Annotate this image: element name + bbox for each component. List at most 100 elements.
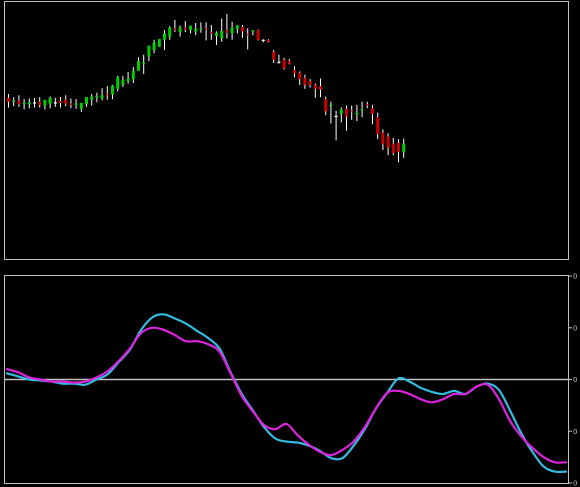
y-tick-label: 0 [573,324,577,332]
candle [251,30,255,36]
candle [85,97,88,107]
candle-body [345,108,348,117]
candle [105,86,109,100]
candle-body [95,95,99,98]
candle-body [355,112,359,115]
candle-body [33,102,36,104]
candle [189,25,192,34]
candle-body [313,84,317,89]
y-tick-label: 0 [573,480,577,487]
candle-body [339,109,343,114]
candle-body [371,108,374,114]
candle [308,79,312,88]
candle-body [121,79,125,85]
candle-body [152,42,156,51]
candle [267,39,270,43]
candle-body [90,96,94,100]
candle [199,22,203,33]
candle-body [111,85,114,95]
candle [59,97,62,108]
candle-body [178,27,182,33]
candle-body [365,104,369,106]
candle-body [267,39,270,42]
candle [256,29,260,41]
candle-body [69,103,73,105]
candle-body [246,33,250,36]
candle [360,101,364,118]
candle-body [105,93,109,96]
candle-body [85,97,88,105]
candle [345,105,348,131]
candle-body [64,99,68,104]
candle [33,97,36,108]
candle [209,24,213,40]
candle [74,99,78,109]
candle-body [79,102,83,109]
candle [381,129,385,151]
candle-body [230,27,234,34]
candle [246,28,250,50]
candle-body [74,103,78,105]
candle [157,39,161,47]
candle-body [334,115,338,118]
candle-body [272,52,276,60]
oscillator-pane[interactable]: 0 0 0 0 0 [4,273,578,487]
candle-body [277,61,281,63]
oscillator-lines [5,313,568,474]
candle [241,24,244,38]
candle [339,107,343,123]
candle-body [168,27,172,37]
candle-body [324,99,328,112]
candle [168,26,172,40]
candle [152,39,156,54]
candle [183,21,187,33]
candle [163,30,166,51]
candle-body [319,86,322,90]
candle [287,59,291,65]
candle [324,96,328,116]
candle [402,138,406,158]
candle [230,21,234,40]
oscillator-y-axis: 0 0 0 0 0 [568,273,577,487]
candle-body [287,61,291,64]
candle-body [225,30,229,33]
candle-body [329,104,333,107]
candle [95,92,99,103]
candle-body [376,117,380,134]
candle [116,75,120,92]
candle-body [12,100,16,102]
candle-body [137,61,140,71]
candle-body [256,30,260,40]
candle-body [38,101,42,105]
price-chart-pane[interactable] [4,1,569,260]
candle-body [43,99,47,106]
candle-body [163,33,166,40]
candle-body [308,81,312,85]
candle [178,25,182,37]
candle-body [199,28,203,30]
candle [100,88,104,101]
candle [48,96,52,109]
candle [137,57,140,71]
candle [261,39,265,43]
candle-body [298,72,302,80]
candle [126,72,130,84]
candle-body [215,32,218,36]
candle [355,104,359,122]
candle-body [235,25,239,29]
candle-body [142,62,146,64]
candle [215,31,218,45]
candle [329,101,333,124]
candle-body [53,102,57,104]
candle-body [126,78,130,82]
candle [293,66,296,78]
candle [79,102,83,113]
candle [27,98,31,109]
candle-body [220,30,224,39]
candle-body [157,39,161,47]
candle-body [131,70,135,80]
candle [38,97,42,108]
candle [7,93,10,108]
candle [194,23,198,36]
